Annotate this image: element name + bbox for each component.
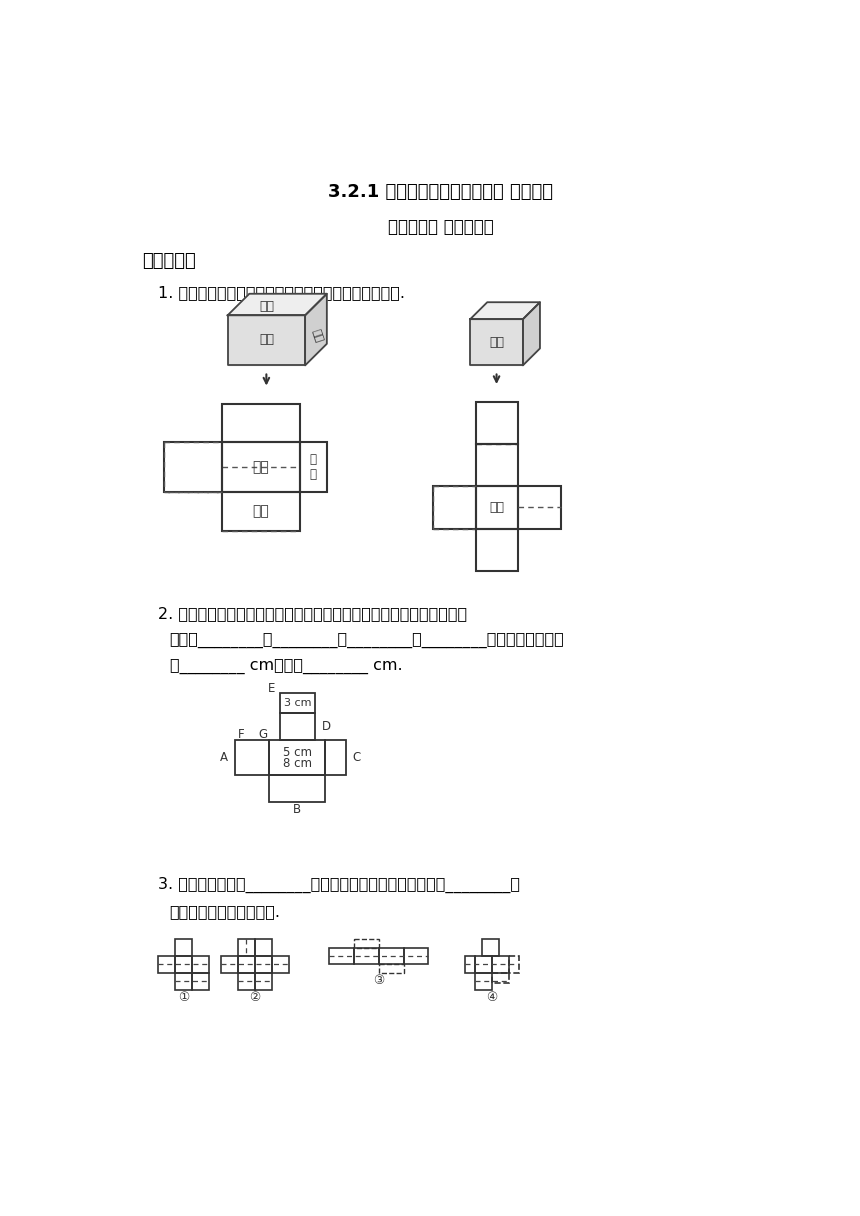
Text: 图中的________，________，________，________位置，这个面的长: 图中的________，________，________，________位置… [169, 632, 564, 648]
Bar [476, 529, 519, 572]
Bar [492, 973, 509, 983]
Bar [192, 956, 209, 973]
Bar [476, 444, 519, 486]
Bar [221, 956, 237, 973]
Bar [237, 956, 255, 973]
Polygon shape [523, 303, 540, 365]
Text: ①: ① [178, 991, 189, 1004]
Text: 前面: 前面 [253, 505, 269, 519]
Bar [325, 741, 347, 775]
Bar [222, 492, 299, 531]
Bar [354, 939, 378, 948]
Text: 虚线折叠后能围成长方体.: 虚线折叠后能围成长方体. [169, 903, 280, 919]
Bar [433, 486, 476, 529]
Bar [269, 741, 325, 775]
Polygon shape [305, 294, 327, 365]
Bar [255, 939, 272, 956]
Polygon shape [228, 294, 327, 315]
Text: 右
面: 右 面 [310, 454, 316, 482]
Bar [475, 973, 492, 990]
Text: 一、填空题: 一、填空题 [143, 253, 196, 270]
Bar [519, 486, 561, 529]
Text: 3. 下列图形中，图________沿虚线折叠后能围成正方体，图________沿: 3. 下列图形中，图________沿虚线折叠后能围成正方体，图________… [158, 877, 520, 894]
Bar [329, 948, 354, 963]
Bar [175, 956, 192, 973]
Bar [237, 973, 255, 990]
Bar [509, 956, 519, 973]
Polygon shape [228, 315, 305, 365]
Bar [378, 963, 403, 973]
Bar [222, 443, 299, 492]
Text: 前面: 前面 [489, 501, 504, 513]
Bar [272, 956, 289, 973]
Text: G: G [259, 727, 267, 741]
Bar [237, 939, 255, 956]
Bar [192, 973, 209, 990]
Text: 2. 下图是一个不完整的长方体展开图，已有五个面，缺少的面可以画在: 2. 下图是一个不完整的长方体展开图，已有五个面，缺少的面可以画在 [158, 607, 467, 621]
Bar [158, 956, 175, 973]
Text: 人教版数学 五年级下册: 人教版数学 五年级下册 [388, 218, 494, 236]
Text: ③: ③ [373, 974, 384, 987]
Bar [464, 956, 475, 973]
Text: D: D [322, 720, 330, 733]
Text: 8 cm: 8 cm [283, 756, 312, 770]
Bar [175, 973, 192, 990]
Text: C: C [353, 750, 360, 764]
Text: 1. 把下面长方体和正方体展开图上其余的每个面标出来.: 1. 把下面长方体和正方体展开图上其余的每个面标出来. [158, 285, 405, 299]
Bar [280, 693, 316, 714]
Polygon shape [470, 303, 540, 319]
Text: A: A [220, 750, 229, 764]
Text: 5 cm: 5 cm [283, 747, 312, 759]
Bar [255, 956, 272, 973]
Bar [492, 956, 509, 973]
Text: 前面: 前面 [259, 333, 273, 347]
Bar [476, 401, 519, 444]
Text: 是________ cm，宽是________ cm.: 是________ cm，宽是________ cm. [169, 659, 402, 674]
Bar [280, 714, 316, 741]
Text: E: E [268, 682, 276, 696]
Bar [269, 775, 325, 803]
Text: ④: ④ [486, 991, 498, 1004]
Bar [299, 443, 327, 492]
Bar [354, 948, 378, 963]
Text: B: B [293, 803, 302, 816]
Text: 上面: 上面 [253, 460, 269, 474]
Bar [222, 404, 299, 443]
Text: 上面: 上面 [259, 299, 273, 313]
Bar [403, 948, 428, 963]
Text: 3.2.1 长方体和正方体的展开图 同步练习: 3.2.1 长方体和正方体的展开图 同步练习 [329, 184, 553, 201]
Bar [235, 741, 269, 775]
Text: ②: ② [249, 991, 261, 1004]
Text: 3 cm: 3 cm [284, 698, 311, 708]
Bar [255, 973, 272, 990]
Polygon shape [470, 319, 523, 365]
Bar [475, 956, 492, 973]
Bar [482, 939, 499, 956]
Bar [378, 948, 403, 963]
Text: F: F [237, 727, 244, 741]
Text: 前面: 前面 [489, 336, 504, 349]
Bar [175, 939, 192, 956]
Text: 右面: 右面 [310, 328, 324, 344]
Bar [476, 486, 519, 529]
Bar [164, 443, 222, 492]
